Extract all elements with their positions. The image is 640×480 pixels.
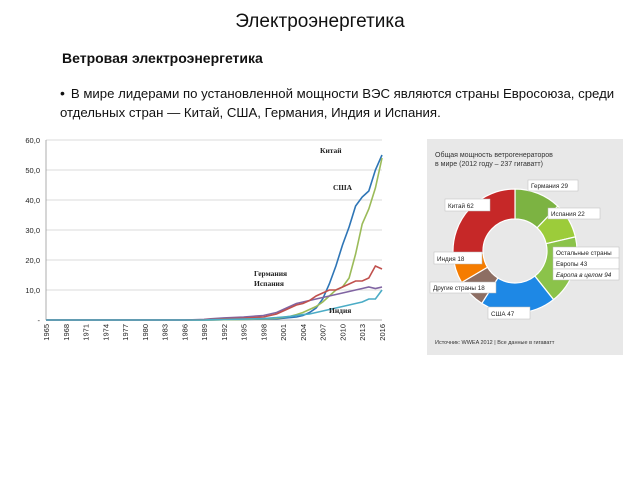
- donut-source: Источник: WWEA 2012 | Все данные в гигав…: [435, 340, 555, 346]
- y-tick-label: 40,0: [25, 196, 40, 205]
- x-tick-label: 1992: [220, 324, 229, 341]
- y-tick-label: 10,0: [25, 286, 40, 295]
- slice-label-box: [547, 207, 601, 220]
- slice-label: Испания 22: [551, 211, 585, 218]
- wind-capacity-line-chart: 60,0 50,0 40,0 30,0 20,0 10,0 -1965 1968 1971 197…: [25, 136, 387, 341]
- slice-label: Германия 29: [531, 183, 568, 190]
- slice-label-box: [433, 251, 483, 265]
- slice-label: Индия 18: [437, 256, 465, 263]
- slice-label-box: [552, 268, 620, 281]
- y-tick-label: 30,0: [25, 226, 40, 235]
- x-tick-label: 1998: [259, 324, 268, 341]
- slice-label-box: [429, 281, 497, 294]
- bullet-text: В мире лидерами по установленной мощност…: [60, 86, 615, 120]
- slice-label: Европа в целом 94: [556, 272, 612, 279]
- donut-slice: [452, 188, 516, 256]
- x-tick-label: 1968: [62, 324, 71, 341]
- slice-label: США 47: [491, 311, 515, 318]
- y-tick-label: 50,0: [25, 166, 40, 175]
- slice-label: Другие страны 18: [433, 285, 485, 292]
- x-tick-label: 1986: [180, 324, 189, 341]
- slice-label-box: [444, 198, 491, 212]
- x-tick-label: 1995: [240, 324, 249, 341]
- x-tick-label: 1989: [200, 324, 209, 341]
- x-tick-label: 1965: [42, 324, 51, 341]
- wind-capacity-donut-chart: Общая мощность ветрогенераторов в мире (2…: [429, 151, 620, 346]
- series-line-4bacc6: [46, 289, 383, 321]
- x-tick-label: 2010: [338, 324, 347, 341]
- series-label: Германия: [254, 269, 287, 278]
- donut-title-line1: Общая мощность ветрогенераторов: [435, 151, 553, 159]
- x-tick-label: 2016: [378, 324, 387, 341]
- x-tick-label: 1971: [82, 324, 91, 341]
- y-tick-label: 20,0: [25, 256, 40, 265]
- x-tick-label: 2001: [279, 324, 288, 341]
- bullet-dot: •: [60, 85, 65, 101]
- x-tick-label: 1974: [101, 324, 110, 341]
- x-tick-label: 2004: [299, 324, 308, 341]
- x-tick-label: 2007: [319, 324, 328, 341]
- series-label: Индия: [329, 306, 351, 315]
- slice-label-box: [487, 306, 531, 320]
- slice-label-box: [527, 179, 579, 192]
- x-tick-label: 1977: [121, 324, 130, 341]
- x-tick-label: 1980: [141, 324, 150, 341]
- series-line-8064a2: [46, 286, 383, 321]
- series-label: Испания: [254, 279, 284, 288]
- series-label: США: [333, 183, 353, 192]
- slice-label: Остальные страны: [556, 250, 612, 257]
- y-tick-label: 60,0: [25, 136, 40, 145]
- slide-title: Электроэнергетика: [235, 11, 405, 32]
- slice-label: Китай 62: [448, 202, 474, 210]
- section-subtitle: Ветровая электроэнергетика: [62, 50, 263, 66]
- wind-capacity-donut-panel: Общая мощность ветрогенераторов в мире (2…: [427, 139, 623, 355]
- slice-label: Европы 43: [556, 261, 588, 268]
- x-tick-label: 1983: [161, 324, 170, 341]
- bullet-paragraph: • В мире лидерами по установленной мощнос…: [60, 84, 620, 122]
- x-tick-label: 2013: [358, 324, 367, 341]
- donut-title-line2: в мире (2012 году – 237 гигаватт): [435, 161, 543, 168]
- y-tick-label: -: [38, 316, 41, 325]
- series-label: Китай: [320, 146, 342, 155]
